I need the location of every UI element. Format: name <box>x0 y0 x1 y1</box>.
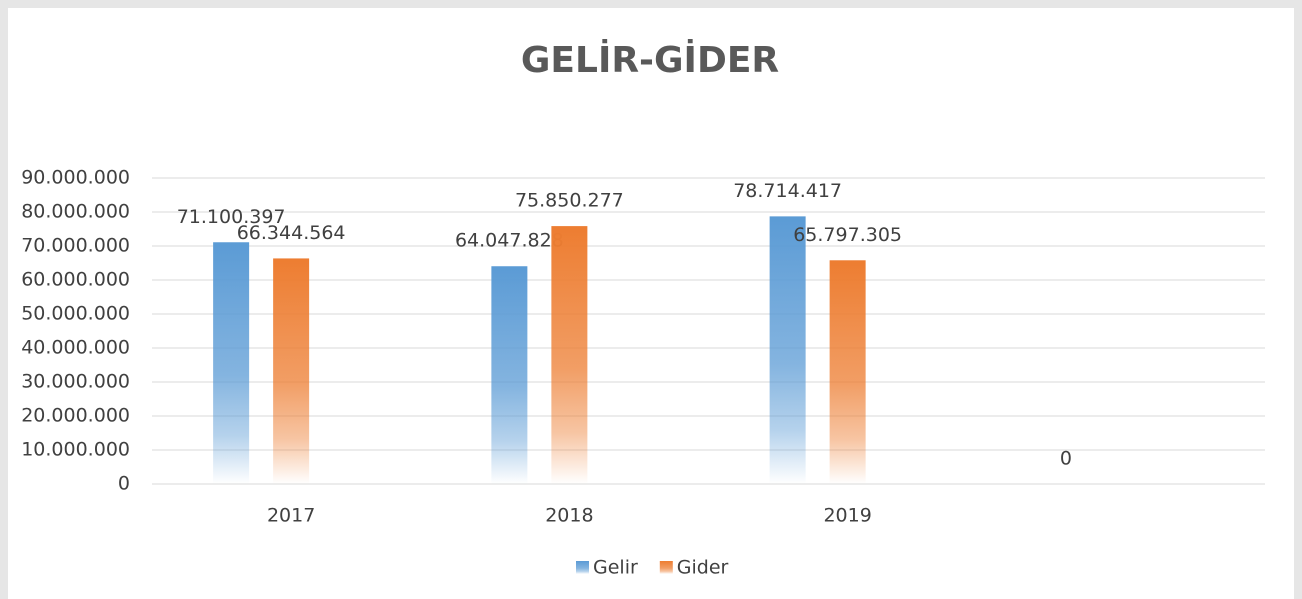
data-label: 65.797.305 <box>793 224 902 246</box>
bar <box>829 260 866 484</box>
data-label: 0 <box>1060 448 1072 470</box>
data-label: 78.714.417 <box>733 180 842 202</box>
legend-label: Gider <box>677 557 729 579</box>
x-tick-label: 2018 <box>545 505 593 527</box>
chart-area <box>8 8 1294 599</box>
bar <box>491 266 528 484</box>
chart-title: GELİR-GİDER <box>521 39 779 81</box>
data-label: 75.850.277 <box>515 190 624 212</box>
y-tick-label: 10.000.000 <box>21 439 130 461</box>
y-tick-label: 0 <box>118 473 130 495</box>
y-tick-label: 30.000.000 <box>21 371 130 393</box>
legend-label: Gelir <box>593 557 638 579</box>
legend-swatch <box>659 561 673 574</box>
x-tick-label: 2019 <box>823 505 871 527</box>
y-tick-label: 80.000.000 <box>21 201 130 223</box>
y-tick-label: 50.000.000 <box>21 303 130 325</box>
bar <box>769 216 806 485</box>
y-tick-label: 90.000.000 <box>21 167 130 189</box>
y-tick-label: 40.000.000 <box>21 337 130 359</box>
bar <box>551 226 588 484</box>
x-tick-label: 2017 <box>267 505 315 527</box>
legend-swatch <box>576 561 589 574</box>
y-tick-label: 60.000.000 <box>21 269 130 291</box>
y-tick-label: 70.000.000 <box>21 235 130 257</box>
data-label: 64.047.828 <box>455 230 564 252</box>
bar <box>213 242 250 484</box>
data-label: 71.100.397 <box>177 206 286 228</box>
y-tick-label: 20.000.000 <box>21 405 130 427</box>
data-label: 66.344.564 <box>237 222 346 244</box>
bar <box>273 258 310 484</box>
